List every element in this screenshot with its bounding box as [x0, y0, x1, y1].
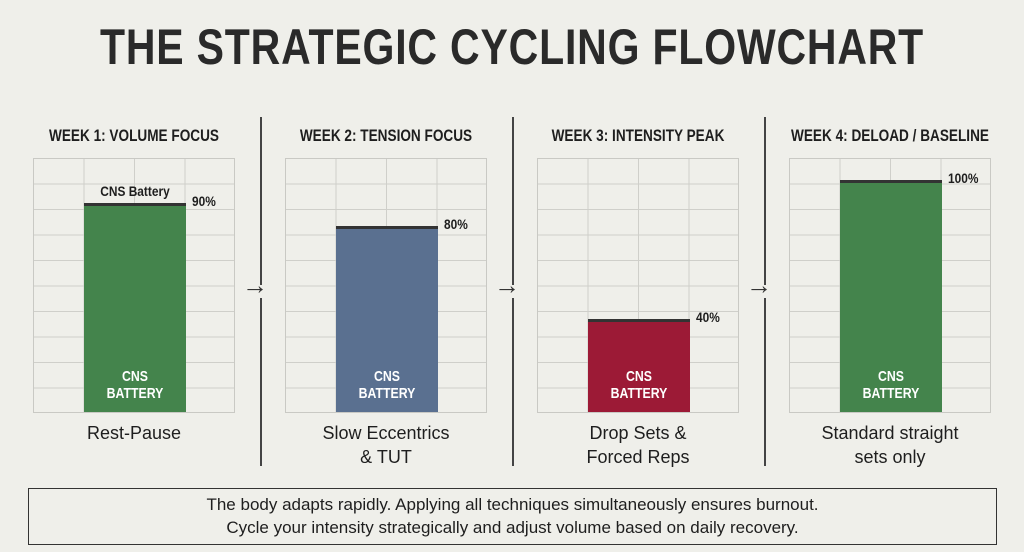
- caption-line: Standard straight: [821, 423, 959, 443]
- bar-label: CNS BATTERY: [106, 368, 164, 402]
- chart-grid: CNS BATTERY 40%: [537, 158, 739, 413]
- chart-grid: CNS BATTERY 80%: [285, 158, 487, 413]
- cns-battery-bar: CNS BATTERY: [840, 180, 942, 412]
- right-arrow-icon: →: [494, 270, 520, 300]
- top-label: CNS Battery: [100, 183, 170, 199]
- bar-label: CNS BATTERY: [358, 368, 416, 402]
- cns-battery-bar: CNS BATTERY: [336, 226, 438, 412]
- stage-divider: [512, 117, 514, 285]
- technique-caption: Drop Sets & Forced Reps: [517, 421, 759, 469]
- note-line: The body adapts rapidly. Applying all te…: [206, 495, 819, 514]
- caption-line: sets only: [854, 447, 926, 467]
- caption-line: Rest-Pause: [86, 423, 182, 443]
- bar-label: CNS BATTERY: [610, 368, 668, 402]
- panel-title: WEEK 3: INTENSITY PEAK: [551, 126, 725, 145]
- value-label: 80%: [444, 216, 468, 232]
- bar-label: CNS BATTERY: [862, 368, 920, 402]
- caption-line: Slow Eccentrics: [322, 423, 450, 443]
- technique-caption: Standard straight sets only: [769, 421, 1011, 469]
- summary-note: The body adapts rapidly. Applying all te…: [28, 488, 997, 545]
- panel-title: WEEK 2: TENSION FOCUS: [299, 126, 473, 145]
- stage-divider: [764, 117, 766, 285]
- value-label: 40%: [696, 309, 720, 325]
- chart-grid: CNS BATTERY 100%: [789, 158, 991, 413]
- page-title: THE STRATEGIC CYCLING FLOWCHART: [99, 19, 925, 75]
- stage-divider: [260, 117, 262, 285]
- panel-title: WEEK 1: VOLUME FOCUS: [48, 126, 220, 145]
- right-arrow-icon: →: [242, 270, 268, 300]
- note-line: Cycle your intensity strategically and a…: [226, 518, 799, 537]
- technique-caption: Slow Eccentrics & TUT: [265, 421, 507, 469]
- stage-divider: [260, 298, 262, 466]
- cns-battery-bar: CNS BATTERY: [588, 319, 690, 412]
- caption-line: Forced Reps: [586, 447, 690, 467]
- chart-grid: CNS BATTERY 90% CNS Battery: [33, 158, 235, 413]
- stage-divider: [512, 298, 514, 466]
- panel-title: WEEK 4: DELOAD / BASELINE: [791, 126, 989, 145]
- technique-caption: Rest-Pause: [13, 421, 255, 445]
- stage-divider: [764, 298, 766, 466]
- caption-line: & TUT: [360, 447, 412, 467]
- right-arrow-icon: →: [746, 270, 772, 300]
- caption-line: Drop Sets &: [589, 423, 687, 443]
- value-label: 90%: [192, 193, 216, 209]
- cns-battery-bar: CNS BATTERY: [84, 203, 186, 412]
- value-label: 100%: [948, 170, 979, 186]
